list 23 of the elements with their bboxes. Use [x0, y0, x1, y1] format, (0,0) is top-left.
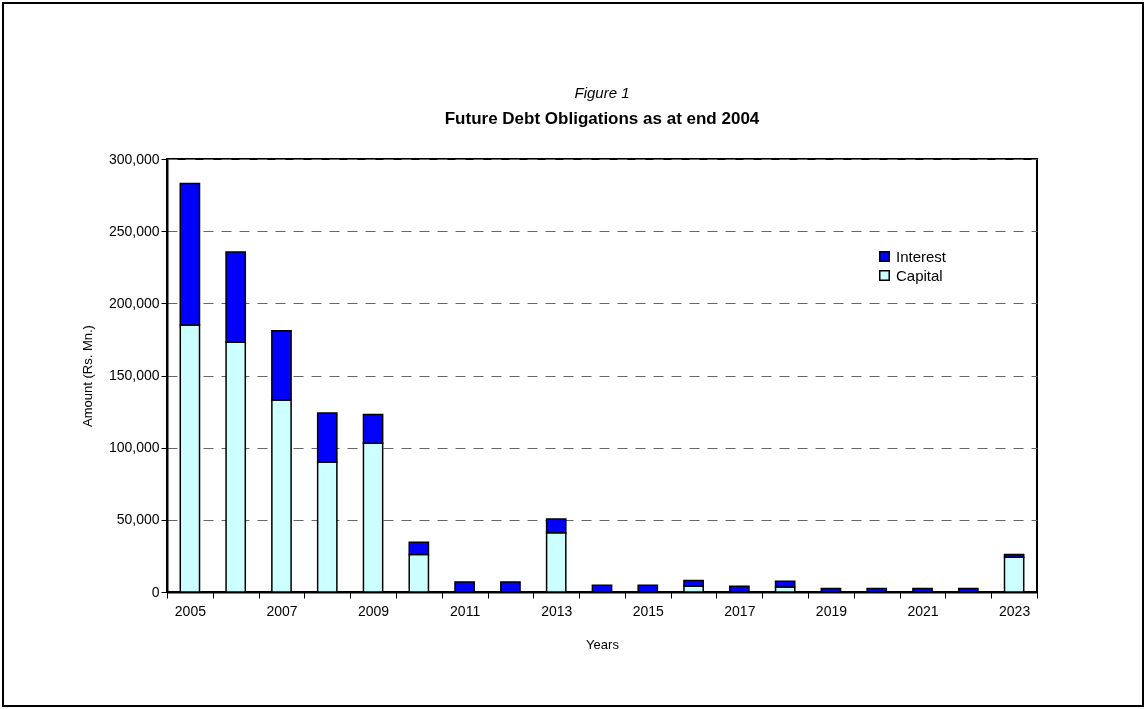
x-tick-label: 2005	[174, 602, 207, 619]
chart-subtitle: Future Debt Obligations as at end 2004	[444, 109, 760, 128]
y-axis-title: Amount (Rs. Mn.)	[79, 325, 95, 427]
x-tick-label: 2007	[266, 602, 298, 619]
y-tick-label: 50,000	[116, 511, 160, 528]
y-tick-label: 300,000	[108, 150, 160, 167]
y-tick-label: 100,000	[108, 439, 160, 456]
x-tick-label: 2017	[724, 602, 756, 619]
x-tick-label: 2011	[450, 602, 481, 619]
y-tick-label: 0	[151, 583, 160, 600]
x-tick-label: 2009	[357, 602, 390, 619]
y-tick-label: 250,000	[108, 222, 160, 239]
legend-label: Capital	[896, 266, 943, 284]
x-tick-label: 2021	[907, 602, 939, 619]
legend-label: Interest	[896, 247, 947, 265]
y-tick-label: 200,000	[108, 294, 160, 311]
x-tick-label: 2023	[999, 602, 1031, 619]
x-tick-label: 2013	[541, 602, 573, 619]
x-tick-label: 2019	[815, 602, 848, 619]
chart-title: Figure 1	[574, 84, 630, 101]
y-tick-label: 150,000	[108, 367, 160, 383]
x-axis-title: Years	[586, 636, 620, 652]
x-tick-label: 2015	[632, 602, 665, 619]
